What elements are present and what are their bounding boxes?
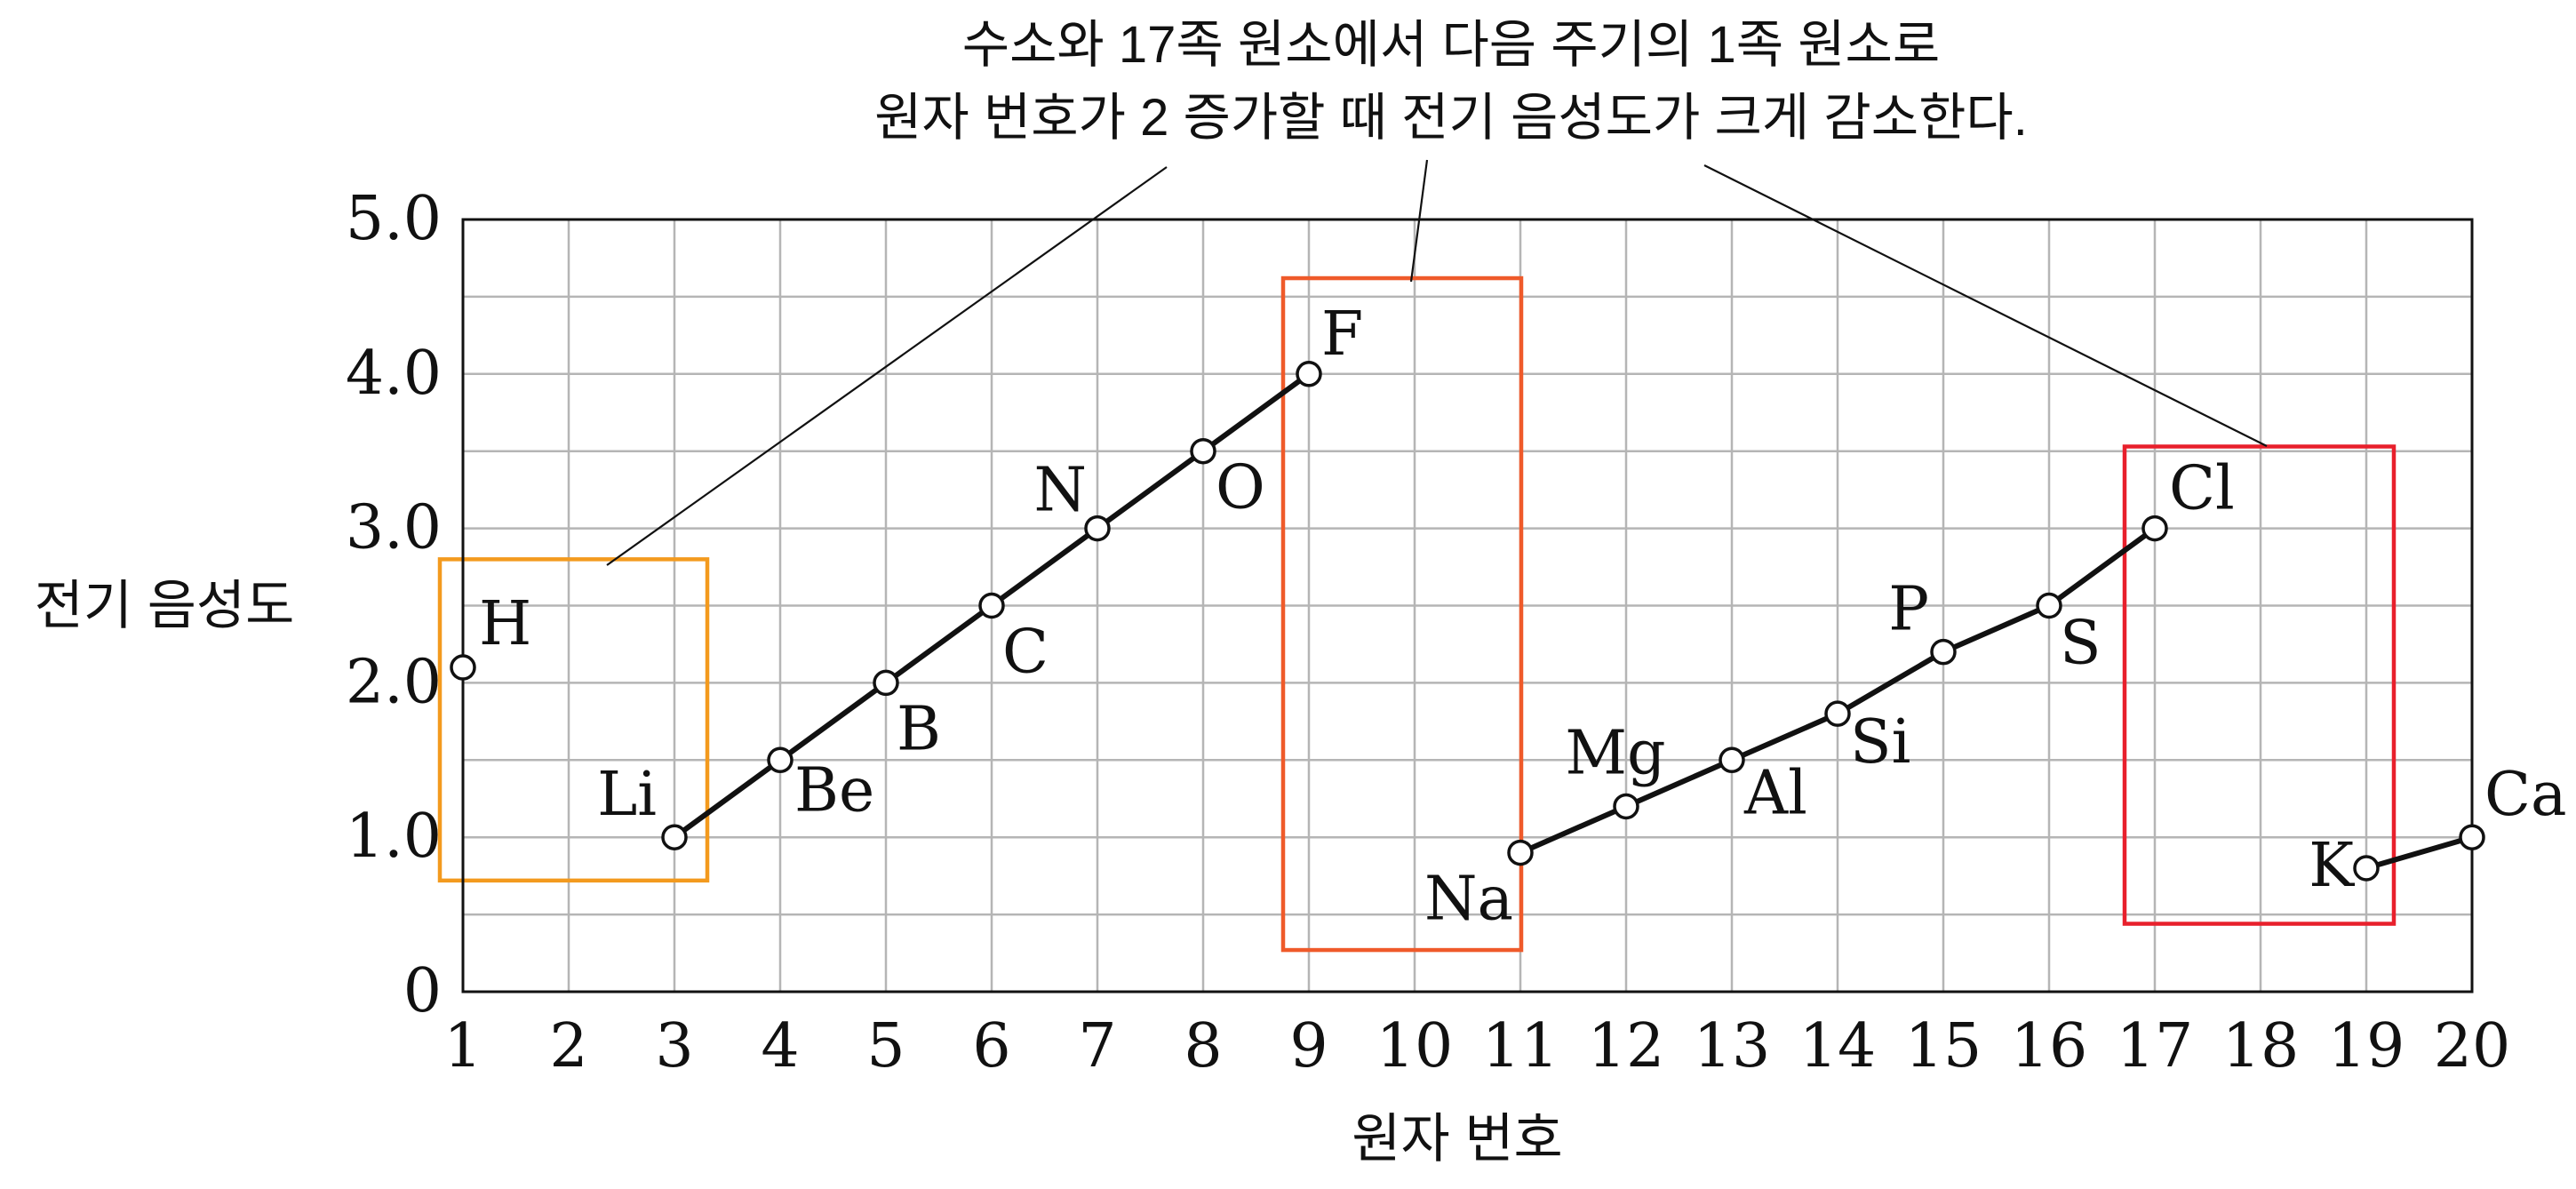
point-label-mg: Mg — [1565, 718, 1665, 788]
point-label-s: S — [2060, 609, 2101, 679]
plot-frame — [461, 218, 2474, 993]
tick-labels: 1 2 3 4 5 6 7 8 9 10 11 12 13 14 15 16 17 18 19 2001.02.03.… — [346, 184, 2510, 1081]
data-point-be — [767, 746, 794, 774]
data-point-b — [873, 669, 899, 697]
x-tick-label: 4 — [761, 1011, 799, 1081]
point-label-f: F — [1321, 299, 1363, 370]
callout-line — [606, 166, 1168, 566]
plot-border — [461, 218, 2474, 993]
x-tick-label: 12 — [1588, 1011, 1665, 1081]
y-tick-label: 2.0 — [346, 647, 442, 717]
data-point-ca — [2459, 824, 2485, 850]
data-point-cl — [2141, 515, 2168, 542]
y-tick-label: 0 — [403, 956, 442, 1026]
y-tick-label: 1.0 — [346, 802, 442, 872]
x-tick-label: 3 — [655, 1011, 693, 1081]
x-tick-label: 11 — [1482, 1011, 1559, 1081]
x-tick-label: 19 — [2328, 1011, 2405, 1081]
x-tick-label: 13 — [1694, 1011, 1771, 1081]
y-axis-title: 전기 음성도 — [35, 576, 295, 635]
x-tick-label: 18 — [2222, 1011, 2300, 1081]
y-tick-label: 3.0 — [346, 493, 442, 563]
x-tick-label: 17 — [2117, 1011, 2194, 1081]
data-point-al — [1719, 746, 1745, 774]
point-label-o: O — [1216, 453, 1265, 523]
x-tick-label: 5 — [866, 1011, 905, 1081]
data-point-c — [978, 592, 1005, 619]
data-point-n — [1084, 515, 1111, 542]
x-tick-label: 14 — [1799, 1011, 1877, 1081]
data-point-mg — [1613, 793, 1639, 820]
x-axis-title: 원자 번호 — [1352, 1109, 1562, 1169]
y-tick-label: 5.0 — [346, 184, 442, 254]
x-tick-label: 2 — [549, 1011, 587, 1081]
point-label-h: H — [479, 589, 531, 659]
grid-lines — [461, 219, 2474, 992]
point-label-p: P — [1888, 575, 1929, 645]
x-tick-label: 15 — [1905, 1011, 1982, 1081]
data-point-f — [1296, 361, 1322, 387]
callout-line — [1703, 164, 2268, 447]
y-tick-label: 4.0 — [346, 339, 442, 409]
x-tick-label: 7 — [1078, 1011, 1116, 1081]
data-point-p — [1930, 638, 1957, 666]
point-labels: H Li Be BC N O F Na Mg Al Si P S Cl K Ca — [479, 299, 2567, 935]
x-tick-label: 10 — [1376, 1011, 1454, 1081]
data-point-li — [661, 824, 688, 850]
data-points — [450, 361, 2485, 882]
highlight-box — [437, 557, 710, 883]
x-tick-label: 9 — [1289, 1011, 1328, 1081]
data-point-s — [2036, 592, 2062, 619]
point-label-b: B — [897, 694, 941, 764]
point-label-na: Na — [1424, 865, 1513, 935]
point-label-al: Al — [1743, 758, 1807, 828]
annotation-text-line1: 수소와 17족 원소에서 다음 주기의 1족 원소로 — [962, 16, 1941, 74]
x-tick-label: 20 — [2434, 1011, 2511, 1081]
highlight-boxes — [437, 275, 2397, 953]
x-tick-label: 6 — [972, 1011, 1010, 1081]
x-tick-label: 8 — [1184, 1011, 1222, 1081]
x-tick-label: 16 — [2011, 1011, 2088, 1081]
highlight-box — [1280, 275, 1524, 953]
x-tick-label: 1 — [443, 1011, 482, 1081]
data-point-na — [1507, 839, 1534, 866]
annotation-text-line2: 원자 번호가 2 증가할 때 전기 음성도가 크게 감소한다. — [874, 89, 2028, 147]
point-label-cl: Cl — [2169, 454, 2235, 524]
data-point-h — [450, 654, 476, 681]
point-label-n: N — [1034, 456, 1088, 526]
point-label-ca: Ca — [2484, 760, 2567, 830]
highlight-box — [2122, 444, 2397, 926]
point-label-k: K — [2309, 831, 2355, 901]
data-point-k — [2353, 855, 2380, 882]
point-label-li: Li — [597, 760, 657, 830]
point-label-be: Be — [794, 755, 874, 826]
data-point-si — [1824, 700, 1851, 727]
data-point-o — [1190, 437, 1216, 465]
point-label-si: Si — [1850, 707, 1910, 778]
series-line — [2364, 834, 2475, 871]
point-label-c: C — [1002, 618, 1049, 688]
